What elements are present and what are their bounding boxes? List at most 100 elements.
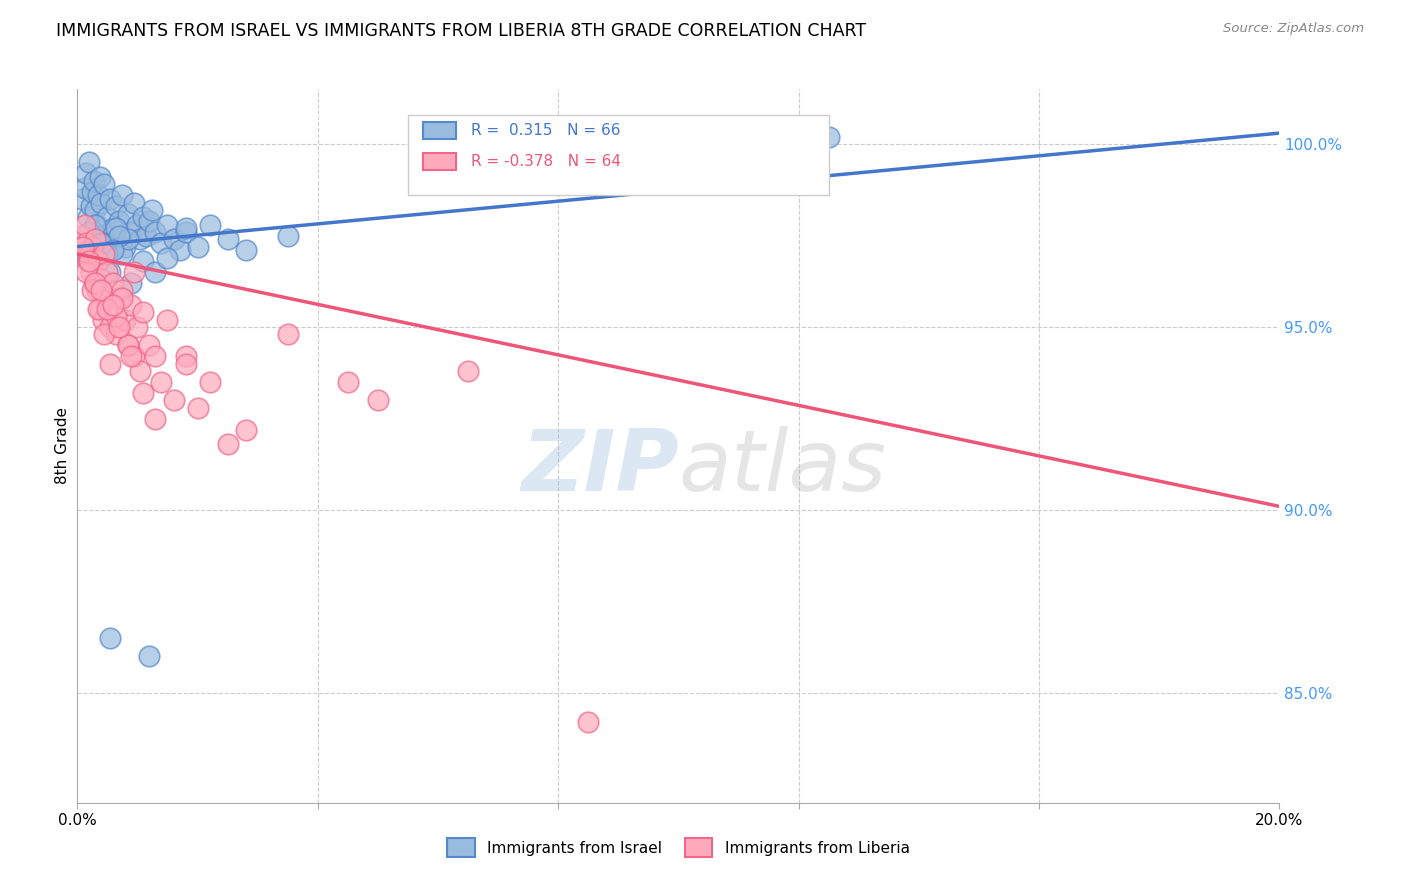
- Point: [100, 265, 122, 279]
- Point: [145, 265, 167, 279]
- Point: [75, 166, 97, 180]
- Point: [87, 254, 110, 268]
- Point: [90, 284, 112, 298]
- Point: [169, 244, 191, 258]
- Point: [124, 265, 146, 279]
- Point: [127, 320, 149, 334]
- Point: [93, 327, 115, 342]
- Point: [77, 254, 100, 268]
- Point: [117, 206, 139, 220]
- Point: [72, 239, 94, 253]
- Point: [89, 301, 111, 316]
- Point: [367, 393, 389, 408]
- Point: [79, 155, 101, 169]
- Point: [75, 235, 97, 250]
- Point: [174, 349, 197, 363]
- Text: R =  0.315   N = 66: R = 0.315 N = 66: [471, 123, 620, 138]
- Point: [217, 232, 239, 246]
- Point: [91, 312, 114, 326]
- Point: [90, 272, 112, 286]
- Point: [93, 235, 115, 250]
- Point: [73, 218, 96, 232]
- Point: [576, 715, 599, 730]
- Point: [82, 239, 104, 253]
- Bar: [423, 153, 456, 169]
- Point: [336, 375, 359, 389]
- Point: [235, 423, 257, 437]
- Point: [132, 305, 155, 319]
- Point: [150, 375, 173, 389]
- Point: [103, 244, 125, 258]
- Point: [84, 218, 107, 232]
- Point: [87, 188, 110, 202]
- Point: [84, 276, 107, 290]
- Point: [96, 291, 118, 305]
- Point: [90, 235, 112, 250]
- Point: [108, 214, 131, 228]
- Point: [198, 218, 221, 232]
- Point: [105, 199, 128, 213]
- Point: [100, 320, 122, 334]
- Point: [84, 202, 107, 217]
- Bar: [408, 115, 828, 195]
- Point: [79, 254, 101, 268]
- Point: [105, 221, 128, 235]
- Point: [129, 232, 152, 246]
- Point: [156, 312, 179, 326]
- Point: [111, 188, 134, 202]
- Point: [90, 195, 112, 210]
- Text: R = -0.378   N = 64: R = -0.378 N = 64: [471, 154, 621, 169]
- Point: [114, 239, 136, 253]
- Point: [145, 349, 167, 363]
- Point: [108, 291, 131, 305]
- Point: [100, 357, 122, 371]
- Point: [138, 338, 160, 352]
- Point: [75, 265, 97, 279]
- Point: [138, 214, 160, 228]
- Point: [174, 225, 197, 239]
- Point: [235, 244, 257, 258]
- Point: [105, 309, 128, 323]
- Point: [145, 225, 167, 239]
- Point: [162, 232, 184, 246]
- Point: [187, 401, 209, 415]
- Point: [93, 247, 115, 261]
- Point: [96, 301, 118, 316]
- Point: [79, 265, 101, 279]
- Point: [83, 174, 105, 188]
- Point: [96, 265, 118, 279]
- Text: IMMIGRANTS FROM ISRAEL VS IMMIGRANTS FROM LIBERIA 8TH GRADE CORRELATION CHART: IMMIGRANTS FROM ISRAEL VS IMMIGRANTS FRO…: [56, 22, 866, 40]
- Point: [87, 254, 110, 268]
- Text: ZIP: ZIP: [520, 425, 679, 509]
- Y-axis label: 8th Grade: 8th Grade: [55, 408, 70, 484]
- Point: [108, 320, 131, 334]
- Point: [103, 276, 125, 290]
- Point: [457, 364, 479, 378]
- Point: [174, 357, 197, 371]
- Point: [132, 254, 155, 268]
- Point: [145, 411, 167, 425]
- Point: [162, 393, 184, 408]
- Point: [117, 338, 139, 352]
- Point: [70, 228, 93, 243]
- Point: [124, 195, 146, 210]
- Legend: Immigrants from Israel, Immigrants from Liberia: Immigrants from Israel, Immigrants from …: [441, 832, 915, 863]
- Point: [93, 178, 115, 192]
- Point: [129, 364, 152, 378]
- Point: [187, 239, 209, 253]
- Point: [111, 291, 134, 305]
- Point: [156, 218, 179, 232]
- Point: [132, 211, 155, 225]
- Point: [114, 312, 136, 326]
- Text: Source: ZipAtlas.com: Source: ZipAtlas.com: [1223, 22, 1364, 36]
- Point: [817, 129, 839, 144]
- Point: [75, 247, 97, 261]
- Point: [70, 192, 93, 206]
- Point: [82, 185, 104, 199]
- Bar: [423, 122, 456, 138]
- Point: [77, 211, 100, 225]
- Point: [96, 211, 118, 225]
- Point: [86, 218, 108, 232]
- Point: [79, 199, 101, 213]
- Point: [120, 276, 142, 290]
